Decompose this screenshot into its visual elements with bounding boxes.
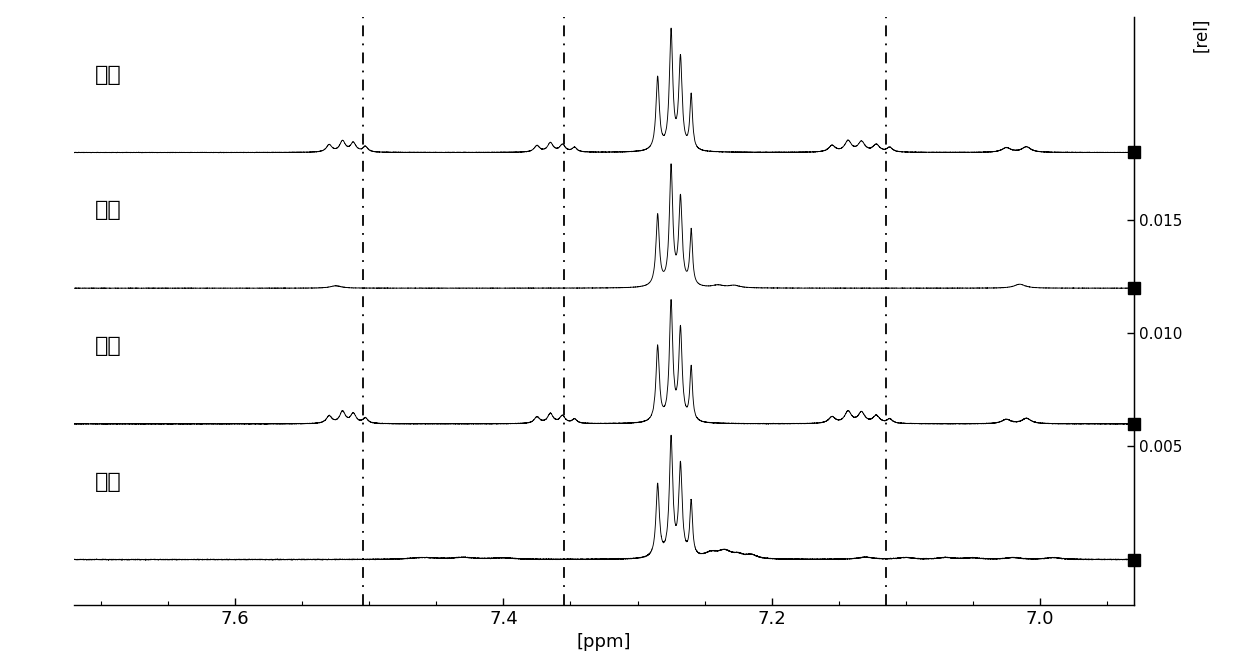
Text: 猪肉: 猪肉 <box>94 65 121 85</box>
Text: 牛肉: 牛肉 <box>94 336 121 356</box>
Text: 羊肉: 羊肉 <box>94 472 121 492</box>
Y-axis label: [rel]: [rel] <box>1192 17 1211 52</box>
Text: 鸭肉: 鸭肉 <box>94 200 121 220</box>
X-axis label: [ppm]: [ppm] <box>577 633 631 651</box>
